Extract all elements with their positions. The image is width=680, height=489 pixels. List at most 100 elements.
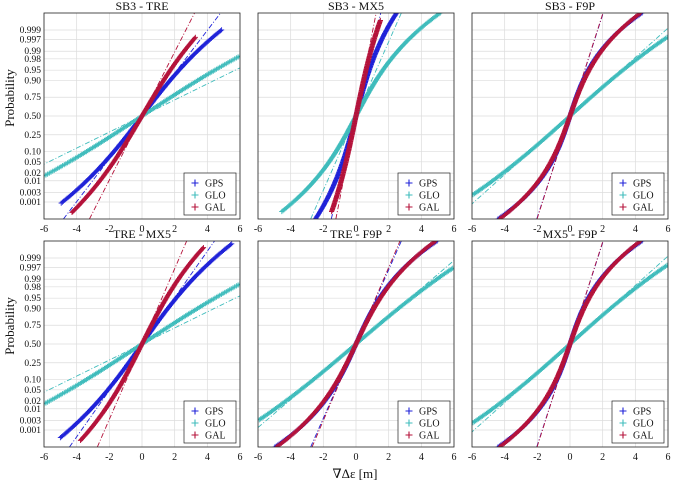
y-tick-label: 0.90 (24, 304, 41, 314)
x-tick-label: -4 (286, 224, 294, 235)
x-tick-label: -4 (500, 452, 508, 463)
x-tick-label: 6 (238, 224, 243, 235)
x-tick-label: 2 (386, 452, 391, 463)
x-tick-label: -6 (254, 452, 262, 463)
legend-marker-gps (405, 179, 413, 187)
figure-ylabel-bottom: Probability (2, 297, 17, 355)
legend-label-gal: GAL (419, 203, 440, 214)
panels: SB3 - TRE-6 -4 -2 0 2 4 60.0010.0030.010.020.0… (20, 0, 671, 463)
legend-label-gps: GPS (205, 407, 223, 418)
legend-label-gps: GPS (419, 407, 437, 418)
chart-title: SB3 - MX5 (328, 0, 384, 13)
y-tick-label: 0.75 (24, 321, 41, 331)
chart-panel-1: SB3 - TRE -6 -4 -2 0 2 4 6 0.0010.0030.010.020.0… (20, 0, 243, 235)
plot-data (279, 13, 443, 219)
y-tick-label: 0.999 (20, 254, 42, 264)
x-tick-label: 6 (452, 224, 457, 235)
x-tick-label: -6 (468, 224, 476, 235)
chart-panel-4: TRE - MX5 -6 -4 -2 0 2 4 6 0.0010.0030.010.020.0… (20, 227, 243, 463)
legend-marker-glo (619, 191, 627, 199)
y-tick-label: 0.98 (24, 55, 41, 65)
legend-marker-gal (405, 203, 413, 211)
y-tick-label: 0.10 (24, 376, 41, 386)
legend-label-glo: GLO (633, 419, 654, 430)
y-tick-label: 0.95 (24, 294, 41, 304)
x-tick-label: -2 (105, 224, 113, 235)
x-tick-label: 0 (354, 452, 359, 463)
y-tick-label: 0.003 (20, 416, 42, 426)
legend-label-gal: GAL (633, 203, 654, 214)
legend-label-gal: GAL (633, 431, 654, 442)
points-gal (273, 241, 439, 447)
y-tick-label: 0.05 (24, 386, 41, 396)
y-tick-label: 0.997 (20, 36, 42, 46)
series-gal (273, 241, 439, 447)
legend-marker-gal (191, 203, 199, 211)
legend-label-glo: GLO (419, 419, 440, 430)
legend-box (183, 400, 237, 444)
legend-marker-glo (405, 419, 413, 427)
legend-marker-gps (191, 407, 199, 415)
y-tick-label: 0.997 (20, 264, 42, 274)
plot-frame (471, 12, 669, 220)
y-tick-label: 0.001 (20, 198, 42, 208)
legend-label-gps: GPS (633, 407, 651, 418)
y-tick-label: 0.50 (24, 112, 41, 122)
legend-marker-gps (619, 407, 627, 415)
x-tick-label: -4 (72, 224, 80, 235)
x-tick-label: -4 (72, 452, 80, 463)
legend-box (183, 172, 237, 216)
x-tick-label: 0 (140, 224, 145, 235)
x-tick-label: 2 (386, 224, 391, 235)
x-tick-label: -6 (468, 452, 476, 463)
plot-data (258, 241, 454, 447)
reference-line-gps (63, 13, 221, 219)
points-glo (472, 34, 668, 198)
y-tick-label: 0.99 (24, 47, 41, 57)
y-tick-label: 0.50 (24, 340, 41, 350)
legend-marker-gps (619, 179, 627, 187)
points-glo (472, 262, 668, 426)
legend-marker-gal (619, 431, 627, 439)
y-tick-label: 0.25 (24, 359, 41, 369)
legend-box (611, 172, 665, 216)
legend-label-gal: GAL (205, 203, 226, 214)
x-tick-label: -4 (500, 224, 508, 235)
x-tick-label: 2 (600, 224, 605, 235)
plot-data (472, 13, 668, 219)
legend-marker-gal (405, 431, 413, 439)
series-gal (496, 241, 644, 447)
x-tick-label: 6 (666, 452, 671, 463)
reference-line-gal (536, 241, 604, 447)
legend-label-glo: GLO (419, 191, 440, 202)
x-tick-label: 0 (140, 452, 145, 463)
x-tick-label: 2 (600, 452, 605, 463)
series-gal (496, 13, 644, 219)
y-tick-label: 0.25 (24, 131, 41, 141)
x-tick-label: 6 (452, 452, 457, 463)
x-tick-label: 6 (666, 224, 671, 235)
legend-marker-glo (619, 419, 627, 427)
plot-frame (43, 240, 241, 448)
legend-marker-gal (191, 431, 199, 439)
legend-marker-gps (191, 179, 199, 187)
x-tick-label: 4 (633, 452, 638, 463)
x-tick-label: 4 (633, 224, 638, 235)
y-tick-label: 0.05 (24, 158, 41, 168)
legend-box (397, 172, 451, 216)
legend-label-glo: GLO (633, 191, 654, 202)
legend-marker-glo (191, 191, 199, 199)
legend-label-gps: GPS (419, 179, 437, 190)
x-tick-label: -6 (40, 224, 48, 235)
x-tick-label: -6 (40, 452, 48, 463)
legend-label-glo: GLO (205, 419, 226, 430)
